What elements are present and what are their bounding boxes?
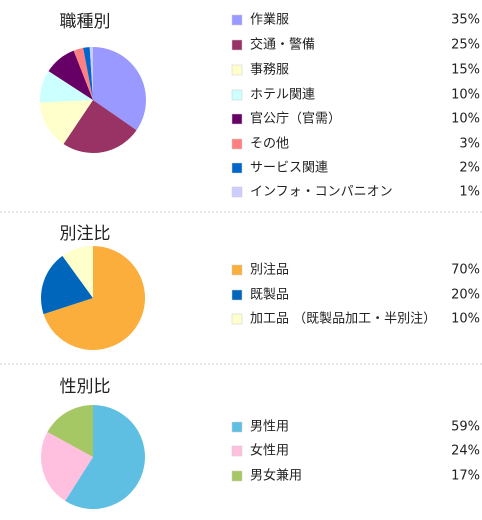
legend-swatch	[231, 289, 243, 301]
legend-label: その他	[250, 137, 289, 152]
legend-swatch	[231, 186, 243, 198]
legend-swatch	[231, 89, 243, 101]
legend-swatch	[231, 264, 243, 276]
value-label: 15%	[451, 63, 480, 78]
legend-swatch	[231, 39, 243, 51]
value-label: 35%	[451, 13, 480, 28]
legend-label: 男性用	[250, 420, 289, 435]
legend-label: 事務服	[250, 63, 289, 78]
legend-swatch	[231, 162, 243, 174]
legend-label: 既製品	[250, 288, 289, 303]
value-label: 17%	[451, 469, 480, 484]
legend-swatch	[231, 421, 243, 433]
legend-swatch	[231, 14, 243, 26]
value-label: 10%	[451, 112, 480, 127]
legend-label: ホテル関連	[250, 88, 315, 103]
pie-slice	[40, 71, 93, 103]
pie-slice	[47, 405, 93, 457]
pie-slice	[62, 246, 93, 298]
legend-swatch	[231, 64, 243, 76]
pie-slice	[65, 405, 146, 509]
legend-label: 交通・警備	[250, 37, 315, 53]
chart-title: 性別比	[60, 377, 111, 397]
legend-swatch	[231, 445, 243, 457]
legend-label: 女性用	[250, 443, 289, 459]
legend-swatch	[231, 138, 243, 150]
value-label: 25%	[451, 38, 480, 53]
pie-slice	[63, 100, 137, 153]
value-label: 59%	[451, 420, 480, 435]
pie-slice	[73, 47, 93, 100]
pie-slice	[83, 47, 93, 100]
value-label: 20%	[451, 288, 480, 303]
pie-slice	[89, 47, 93, 100]
value-label: 3%	[459, 137, 480, 152]
legend-swatch	[231, 113, 243, 125]
legend-label: 男女兼用	[250, 468, 302, 484]
pie-slice	[48, 50, 93, 100]
legend-label: 官公庁（官需）	[250, 111, 341, 127]
value-label: 10%	[451, 88, 480, 103]
legend-label: 別注品	[250, 263, 289, 278]
value-label: 24%	[451, 444, 480, 459]
pie-slice	[43, 246, 146, 351]
legend-label: サービス関連	[250, 161, 328, 176]
legend-swatch	[231, 313, 243, 325]
chart-title: 職種別	[60, 12, 111, 32]
legend-label: 作業服	[250, 12, 289, 28]
legend-swatch	[231, 470, 243, 482]
chart-title: 別注比	[60, 224, 111, 244]
pie-slice	[40, 100, 93, 145]
pie-slice	[40, 431, 93, 501]
pie-slice	[41, 255, 93, 315]
value-label: 1%	[459, 185, 480, 200]
value-label: 70%	[451, 263, 480, 278]
pie-slice	[93, 46, 146, 131]
value-label: 10%	[451, 312, 480, 327]
legend-label: インフォ・コンパニオン	[250, 185, 393, 200]
legend-label: 加工品 （既製品加工・半別注）	[250, 312, 436, 327]
value-label: 2%	[459, 161, 480, 176]
